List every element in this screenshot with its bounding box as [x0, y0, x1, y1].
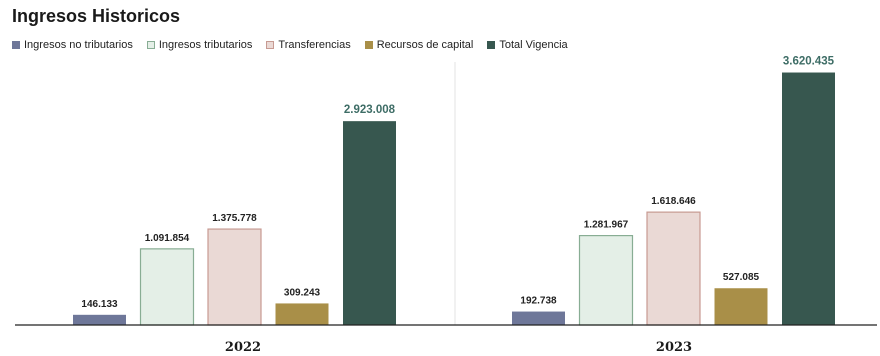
legend-label: Recursos de capital: [376, 39, 474, 51]
bar: [275, 303, 329, 325]
bar: [578, 234, 634, 326]
legend: Ingresos no tributarios Ingresos tributar…: [12, 39, 582, 51]
legend-label: Total Vigencia: [499, 39, 568, 51]
data-label: 1.618.646: [651, 196, 696, 207]
legend-swatch: [12, 41, 20, 49]
data-label: 527.085: [723, 272, 760, 283]
category-label: 2023: [656, 340, 692, 355]
bar: [343, 121, 396, 325]
bar: [646, 211, 701, 326]
legend-item: Total Vigencia: [487, 39, 568, 51]
bar: [139, 248, 195, 326]
data-label: 1.375.778: [212, 213, 257, 224]
legend-item: Transferencias: [266, 39, 351, 51]
legend-item: Recursos de capital: [364, 39, 474, 51]
legend-label: Ingresos tributarios: [158, 39, 253, 51]
chart-title: Ingresos Historicos: [12, 6, 181, 26]
data-label: 192.738: [520, 296, 557, 307]
bar: [207, 228, 262, 326]
bar: [782, 72, 835, 325]
legend-item: Ingresos tributarios: [146, 39, 253, 51]
category-label: 2022: [225, 340, 261, 355]
data-label: 146.133: [81, 299, 118, 310]
bar: [73, 314, 126, 325]
data-label: 1.281.967: [584, 220, 629, 231]
legend-swatch: [146, 41, 155, 49]
legend-swatch: [487, 41, 496, 49]
data-label: 3.620.435: [783, 56, 835, 68]
legend-item: Ingresos no tributarios: [12, 39, 133, 51]
bar: [512, 311, 565, 325]
data-label: 1.091.854: [145, 233, 190, 244]
legend-swatch: [266, 41, 275, 49]
legend-label: Ingresos no tributarios: [24, 39, 133, 51]
bar: [714, 288, 768, 325]
data-label: 309.243: [284, 287, 321, 298]
legend-label: Transferencias: [278, 39, 351, 51]
data-label: 2.923.008: [344, 104, 396, 116]
legend-swatch: [364, 41, 373, 49]
